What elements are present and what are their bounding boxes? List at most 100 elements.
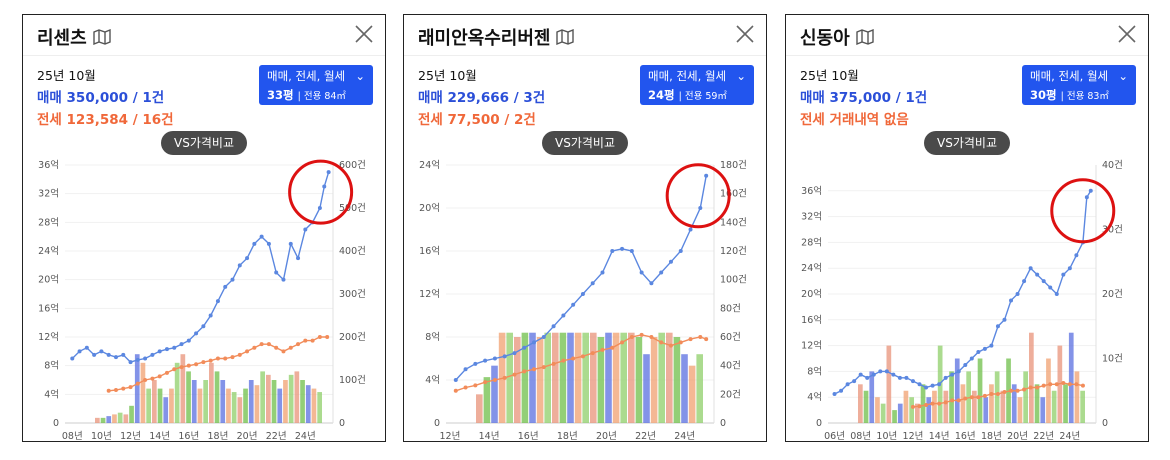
vs-compare-button[interactable]: VS가격비교 xyxy=(542,131,628,155)
jeonse-point xyxy=(580,354,585,359)
volume-bar xyxy=(112,414,117,423)
sale-point xyxy=(930,383,935,388)
x-tick: 18년 xyxy=(208,431,229,441)
sale-point xyxy=(891,372,896,377)
vs-compare-button[interactable]: VS가격비교 xyxy=(161,131,247,155)
sale-point xyxy=(878,369,883,374)
jeonse-point xyxy=(571,356,576,361)
y-right-tick: 600건 xyxy=(339,160,366,171)
x-tick: 18년 xyxy=(557,431,578,441)
sale-point xyxy=(237,263,242,268)
highlight-circle xyxy=(288,159,354,225)
jeonse-point xyxy=(950,398,955,403)
y-right-tick: 100건 xyxy=(339,375,366,386)
volume-bar xyxy=(1000,390,1006,423)
sale-summary: 매매 350,000 / 1건 xyxy=(37,90,165,106)
map-icon[interactable] xyxy=(92,29,111,45)
x-tick: 22년 xyxy=(266,431,287,441)
map-icon[interactable] xyxy=(556,29,575,45)
volume-bar xyxy=(892,410,897,423)
volume-bar xyxy=(491,365,498,423)
sale-point xyxy=(288,241,293,246)
volume-bar xyxy=(989,384,994,423)
sale-point xyxy=(1015,292,1020,296)
volume-bar xyxy=(243,388,248,423)
deal-type-dropdown[interactable]: 매매, 전세, 월세 ⌄ 30평 | 전용 83㎡ xyxy=(1022,65,1136,105)
jeonse-point xyxy=(113,388,118,393)
y-right-tick: 400건 xyxy=(339,246,366,257)
volume-bar xyxy=(1040,397,1046,423)
chevron-down-icon: ⌄ xyxy=(1118,69,1128,83)
y-left-tick: 4억 xyxy=(425,374,440,386)
y-left-tick: 32억 xyxy=(38,188,59,200)
volume-bar xyxy=(643,354,650,423)
deal-type-label: 매매, 전세, 월세 xyxy=(648,69,727,83)
sale-point xyxy=(976,350,981,355)
y-left-tick: 36억 xyxy=(801,185,822,197)
sale-point xyxy=(326,170,331,175)
sale-point xyxy=(969,356,974,361)
complex-title[interactable]: 리센츠 xyxy=(37,24,111,50)
close-icon[interactable] xyxy=(353,23,375,45)
volume-bar xyxy=(157,388,163,423)
sale-point xyxy=(943,375,948,380)
volume-bar xyxy=(203,380,208,423)
deal-type-dropdown[interactable]: 매매, 전세, 월세 ⌄ 33평 | 전용 84㎡ xyxy=(259,65,373,105)
complex-title[interactable]: 신동아 xyxy=(800,24,874,50)
sale-point xyxy=(453,378,458,382)
jeonse-point xyxy=(186,363,191,368)
y-right-tick: 100건 xyxy=(720,275,747,286)
volume-bar xyxy=(254,385,260,423)
y-left-tick: 12억 xyxy=(419,288,440,300)
volume-bar xyxy=(977,358,983,423)
jeonse-point xyxy=(143,378,148,382)
volume-bar xyxy=(666,332,673,423)
volume-bar xyxy=(231,392,237,423)
x-tick: 10년 xyxy=(876,431,897,441)
jeonse-point xyxy=(512,372,517,377)
y-left-tick: 8억 xyxy=(425,331,440,343)
y-left-tick: 28억 xyxy=(38,216,59,228)
volume-bar xyxy=(277,388,283,423)
jeonse-point xyxy=(223,356,228,361)
y-left-tick: 24억 xyxy=(801,262,822,274)
jeonse-point xyxy=(179,365,184,370)
jeonse-summary: 전세 거래내역 없음 xyxy=(800,112,909,128)
volume-bar xyxy=(529,332,536,423)
volume-bar xyxy=(514,337,521,423)
jeonse-point xyxy=(969,395,974,400)
x-tick: 16년 xyxy=(518,431,539,441)
vs-compare-button[interactable]: VS가격비교 xyxy=(924,131,1010,155)
volume-bar xyxy=(288,374,294,423)
card-2: 래미안옥수리버젠 25년 10월 매매 229,666 / 3건 전세 77,5… xyxy=(403,14,767,442)
y-left-tick: 28억 xyxy=(801,236,822,248)
x-tick: 06년 xyxy=(824,431,845,441)
pyeong-label: 30평 xyxy=(1030,88,1057,102)
close-icon[interactable] xyxy=(1116,23,1138,45)
map-icon[interactable] xyxy=(855,29,874,45)
x-tick: 12년 xyxy=(120,431,141,441)
volume-bar xyxy=(903,390,909,423)
close-icon[interactable] xyxy=(734,23,756,45)
sale-point xyxy=(317,206,322,210)
sale-point xyxy=(897,375,902,380)
sale-point xyxy=(1074,253,1079,258)
volume-bar xyxy=(521,332,529,423)
sale-point xyxy=(252,241,257,246)
sale-point xyxy=(522,345,527,350)
y-right-tick: 0 xyxy=(1102,418,1108,429)
card-1: 리센츠 25년 10월 매매 350,000 / 1건 전세 123,584 /… xyxy=(22,14,386,442)
sale-point xyxy=(492,356,497,361)
jeonse-point xyxy=(551,361,556,366)
sale-point xyxy=(463,367,468,372)
sale-point xyxy=(956,369,961,374)
volume-bar xyxy=(95,417,100,423)
sale-point xyxy=(551,324,556,329)
title-divider xyxy=(23,55,385,56)
complex-title[interactable]: 래미안옥수리버젠 xyxy=(418,24,575,50)
title-divider xyxy=(786,55,1148,56)
jeonse-point xyxy=(325,335,330,339)
sale-point xyxy=(541,335,546,339)
deal-type-dropdown[interactable]: 매매, 전세, 월세 ⌄ 24평 | 전용 59㎡ xyxy=(640,65,754,105)
jeonse-point xyxy=(150,376,155,381)
